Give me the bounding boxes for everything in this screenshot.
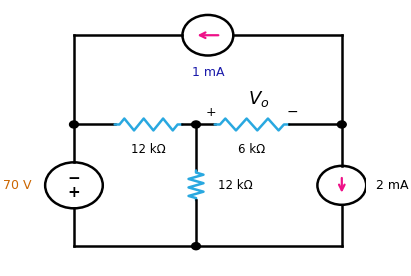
- Text: −: −: [67, 171, 80, 186]
- Text: +: +: [67, 185, 80, 200]
- Text: −: −: [287, 105, 298, 119]
- Text: +: +: [206, 106, 217, 119]
- Circle shape: [192, 243, 201, 250]
- Text: 12 kΩ: 12 kΩ: [218, 179, 253, 192]
- Text: $V_o$: $V_o$: [248, 89, 270, 109]
- Text: 6 kΩ: 6 kΩ: [238, 143, 266, 156]
- Text: 12 kΩ: 12 kΩ: [131, 143, 166, 156]
- Circle shape: [192, 121, 201, 128]
- Circle shape: [69, 121, 79, 128]
- Text: 1 mA: 1 mA: [192, 66, 224, 79]
- Circle shape: [337, 121, 346, 128]
- Text: 70 V: 70 V: [3, 179, 32, 192]
- Text: 2 mA: 2 mA: [376, 179, 409, 192]
